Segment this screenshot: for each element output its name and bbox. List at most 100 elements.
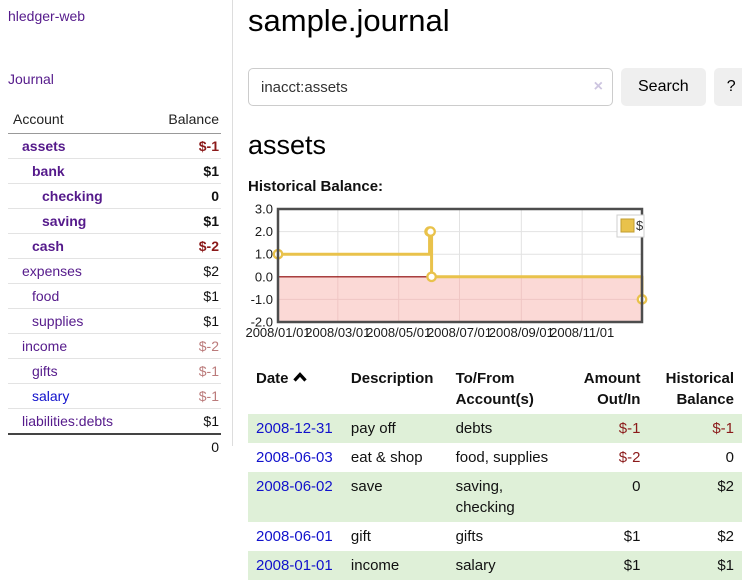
transaction-accounts: saving, checking [455, 478, 515, 516]
register-header-date[interactable]: Date [248, 364, 343, 414]
svg-text:-1.0: -1.0 [251, 292, 273, 307]
account-column-header: Account [8, 108, 146, 134]
transaction-row: 2008-01-01 income salary $1 $1 [248, 551, 742, 580]
transaction-row: 2008-06-02 save saving, checking 0 $2 [248, 472, 742, 522]
chart-title: Historical Balance: [248, 178, 384, 195]
account-row: checking 0 [8, 183, 221, 209]
historical-balance-chart: $3.0 2.0 1.0 0.0 -1.0 -2.02008/01/012008/03/0… [245, 202, 648, 340]
account-row: expenses $2 [8, 258, 221, 284]
account-link-supplies[interactable]: supplies [32, 313, 84, 329]
main-content: sample.journal × Search ? assets Histori… [233, 0, 742, 580]
account-link-gifts[interactable]: gifts [32, 363, 58, 379]
transaction-accounts: gifts [455, 528, 484, 545]
account-link-checking[interactable]: checking [42, 188, 103, 204]
transaction-description: save [350, 478, 383, 495]
svg-text:$: $ [636, 218, 644, 233]
transaction-row: 2008-06-03 eat & shop food, supplies $-2… [248, 443, 742, 472]
transaction-amount: $-2 [618, 449, 641, 466]
transaction-accounts: salary [455, 557, 496, 574]
transaction-accounts: food, supplies [455, 449, 549, 466]
transaction-amount: $1 [623, 528, 641, 545]
transaction-amount: $-1 [618, 420, 641, 437]
search-form: × Search ? [248, 68, 742, 106]
register-table: Date Description To/From Account(s) Amou… [248, 364, 742, 580]
search-input-wrap: × [248, 68, 613, 106]
svg-text:-2.0: -2.0 [251, 315, 273, 330]
transaction-date-link[interactable]: 2008-06-03 [256, 449, 333, 466]
account-row: liabilities:debts $1 [8, 408, 221, 435]
register-header-accounts: To/From Account(s) [455, 370, 534, 408]
register-header-description: Description [350, 370, 434, 387]
transaction-balance: $2 [717, 478, 734, 495]
svg-text:2008/07/01: 2008/07/01 [427, 325, 492, 340]
svg-text:2008/11/01: 2008/11/01 [550, 325, 614, 340]
accounts-table: Account Balance assets $-1 bank $1 check… [8, 108, 221, 459]
svg-text:2008/03/01: 2008/03/01 [305, 325, 370, 340]
register-header-amount: Amount Out/In [583, 370, 641, 408]
transaction-balance: $1 [717, 557, 734, 574]
account-balance: $2 [145, 258, 221, 284]
accounts-total-row: 0 [8, 433, 221, 459]
transaction-balance: $-1 [712, 420, 734, 437]
accounts-table-header: Account Balance [8, 108, 221, 134]
transaction-description: income [350, 557, 400, 574]
account-row: bank $1 [8, 158, 221, 184]
transaction-balance: $2 [717, 528, 734, 545]
help-button[interactable]: ? [713, 68, 742, 106]
transaction-date-link[interactable]: 2008-01-01 [256, 557, 333, 574]
search-button[interactable]: Search [621, 68, 706, 106]
transaction-date-link[interactable]: 2008-06-02 [256, 478, 333, 495]
account-link-bank[interactable]: bank [32, 163, 65, 179]
account-balance: $-1 [145, 133, 221, 159]
transaction-description: gift [350, 528, 371, 545]
svg-text:1.0: 1.0 [255, 247, 273, 262]
search-input[interactable] [248, 68, 613, 106]
transaction-date-link[interactable]: 2008-12-31 [256, 420, 333, 437]
account-balance: $1 [145, 158, 221, 184]
svg-text:2.0: 2.0 [255, 224, 273, 239]
account-row: income $-2 [8, 333, 221, 359]
account-balance: $1 [145, 408, 221, 435]
svg-text:2008/09/01: 2008/09/01 [489, 325, 554, 340]
account-balance: $1 [145, 283, 221, 309]
clear-search-icon[interactable]: × [593, 78, 603, 95]
balance-column-header: Balance [145, 108, 221, 134]
account-link-saving[interactable]: saving [42, 213, 87, 229]
account-link-income[interactable]: income [22, 338, 68, 354]
account-row: saving $1 [8, 208, 221, 234]
sidebar-item-journal[interactable]: Journal [8, 71, 54, 87]
account-link-liabilities-debts[interactable]: liabilities:debts [22, 413, 114, 429]
svg-text:0.0: 0.0 [255, 269, 273, 284]
account-balance: $-2 [145, 233, 221, 259]
page-title: sample.journal [248, 3, 450, 38]
transaction-accounts: debts [455, 420, 493, 437]
account-link-expenses[interactable]: expenses [22, 263, 82, 279]
historical-balance-chart-container: $3.0 2.0 1.0 0.0 -1.0 -2.0 2008/01/01 2008/03/0… [245, 202, 650, 343]
transaction-description: eat & shop [350, 449, 423, 466]
transaction-balance: 0 [725, 449, 734, 466]
account-row: cash $-2 [8, 233, 221, 259]
register-header-row: Date Description To/From Account(s) Amou… [248, 364, 742, 414]
date-header-label: Date [256, 370, 289, 387]
account-link-salary[interactable]: salary [32, 388, 70, 404]
account-balance: 0 [145, 183, 221, 209]
account-balance: $-1 [145, 383, 221, 409]
svg-text:2008/05/01: 2008/05/01 [366, 325, 431, 340]
sidebar: hledger-web Journal Account Balance asse… [0, 0, 233, 459]
register-header-balance: Historical Balance [665, 370, 734, 408]
transaction-row: 2008-12-31 pay off debts $-1 $-1 [248, 414, 742, 443]
account-link-food[interactable]: food [32, 288, 60, 304]
transaction-amount: $1 [623, 557, 641, 574]
svg-text:3.0: 3.0 [255, 202, 273, 217]
brand-link[interactable]: hledger-web [8, 8, 86, 24]
account-heading: assets [248, 130, 327, 160]
transaction-date-link[interactable]: 2008-06-01 [256, 528, 333, 545]
account-link-assets[interactable]: assets [22, 138, 66, 154]
account-row: supplies $1 [8, 308, 221, 334]
account-balance: $1 [145, 208, 221, 234]
sort-ascending-icon [292, 372, 307, 382]
svg-text:2008/01/01: 2008/01/01 [245, 325, 310, 340]
account-link-cash[interactable]: cash [32, 238, 64, 254]
account-row: gifts $-1 [8, 358, 221, 384]
